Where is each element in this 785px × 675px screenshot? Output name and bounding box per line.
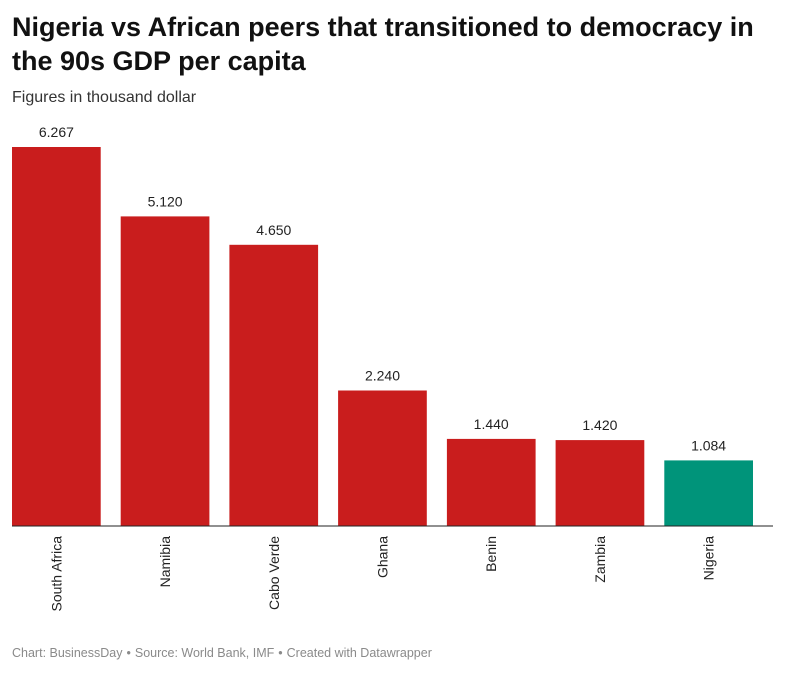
value-label-cabo-verde: 4.650 bbox=[256, 222, 291, 238]
value-label-nigeria: 1.084 bbox=[691, 437, 726, 453]
category-label-benin: Benin bbox=[483, 536, 499, 572]
value-label-south-africa: 6.267 bbox=[39, 124, 74, 140]
value-label-benin: 1.440 bbox=[474, 416, 509, 432]
footer-created-with: Created with Datawrapper bbox=[286, 646, 432, 660]
footer-chart-credit: Chart: BusinessDay bbox=[12, 646, 123, 660]
chart-title: Nigeria vs African peers that transition… bbox=[12, 12, 754, 76]
footer-source: Source: World Bank, IMF bbox=[134, 646, 275, 660]
bars-layer: 6.267 South Africa 5.120 Namibia 4.650 Cabo V… bbox=[12, 124, 753, 612]
chart-subtitle: Figures in thousand dollar bbox=[12, 89, 197, 106]
category-label-cabo-verde: Cabo Verde bbox=[266, 536, 282, 610]
value-label-zambia: 1.420 bbox=[582, 417, 617, 433]
category-label-ghana: Ghana bbox=[375, 536, 391, 578]
bar-chart: 6.267 South Africa 5.120 Namibia 4.650 Cabo V… bbox=[12, 124, 773, 612]
footer-separator: • bbox=[278, 646, 283, 660]
bar-namibia bbox=[120, 216, 210, 526]
bar-ghana bbox=[338, 390, 427, 526]
value-label-namibia: 5.120 bbox=[148, 193, 183, 209]
bar-nigeria bbox=[664, 460, 753, 526]
category-label-zambia: Zambia bbox=[592, 536, 608, 583]
bar-cabo-verde bbox=[229, 244, 319, 527]
bar-south-africa bbox=[12, 147, 101, 526]
bar-zambia bbox=[555, 440, 645, 526]
bar-benin bbox=[446, 438, 536, 526]
category-label-namibia: Namibia bbox=[157, 536, 173, 588]
value-label-ghana: 2.240 bbox=[365, 368, 400, 384]
footer-separator: • bbox=[126, 646, 131, 660]
category-label-nigeria: Nigeria bbox=[701, 536, 717, 581]
chart-footer: Chart: BusinessDay • Source: World Bank, I… bbox=[12, 646, 432, 660]
category-label-south-africa: South Africa bbox=[48, 536, 64, 612]
